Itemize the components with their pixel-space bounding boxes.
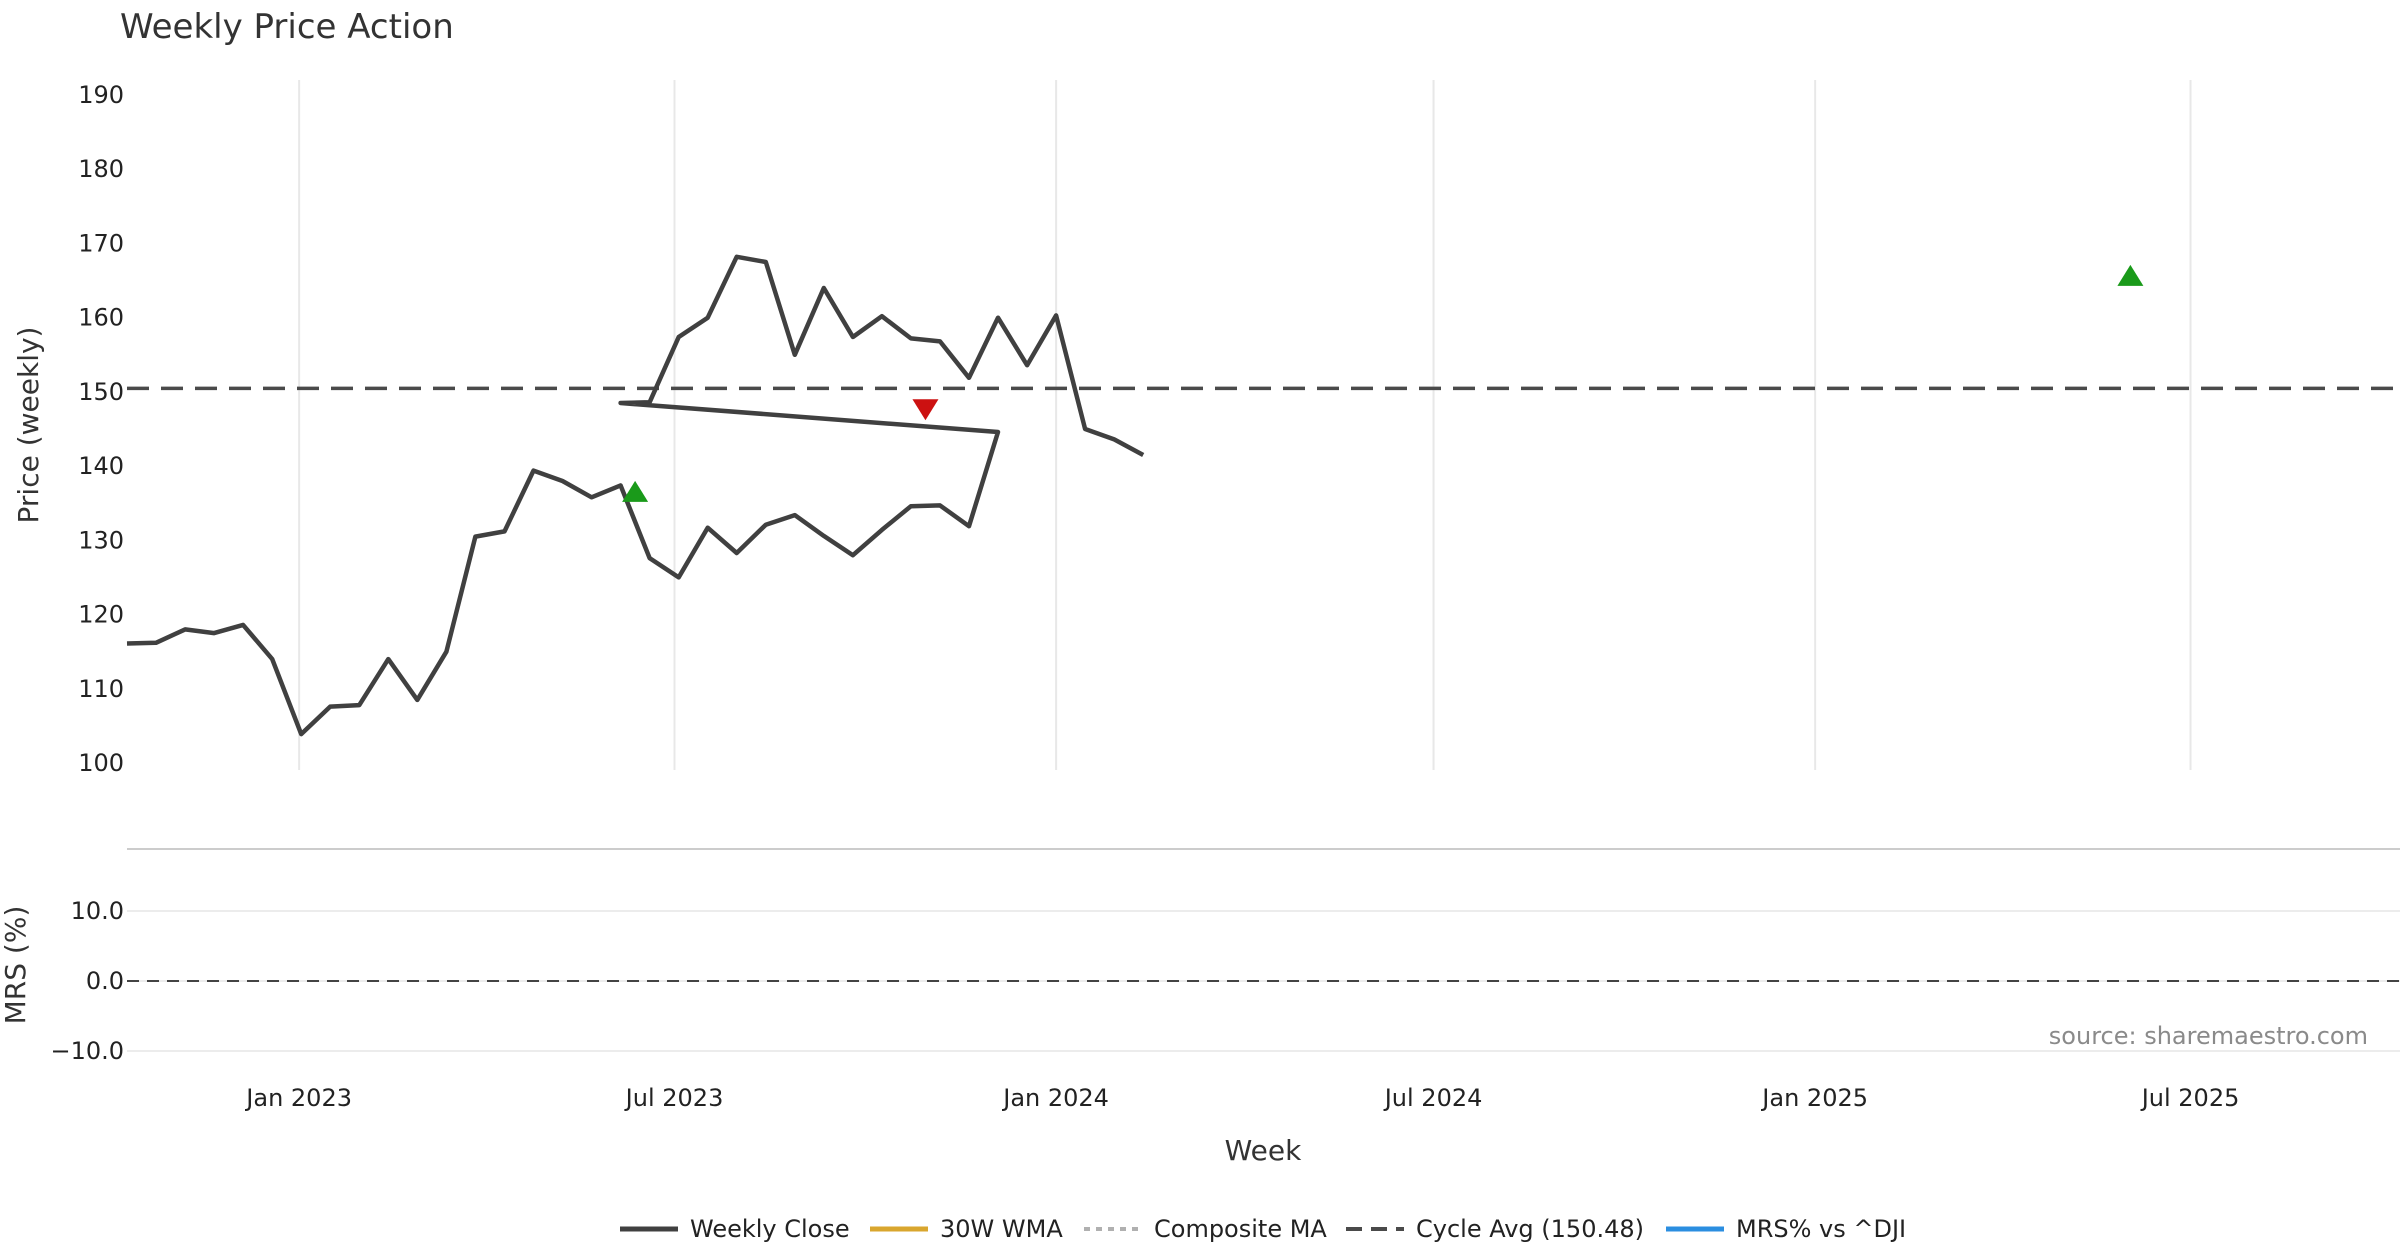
price-y-tick-label: 150	[78, 378, 124, 406]
price-y-tick-label: 180	[78, 155, 124, 183]
buy-signal-marker	[622, 480, 649, 502]
legend: Weekly Close 30W WMA Composite MA Cycle Avg…	[620, 1215, 1906, 1243]
x-tick-label: Jan 2023	[244, 1084, 352, 1112]
price-y-tick-label: 130	[78, 526, 124, 554]
mrs-y-ticks: −10.0 0.0 10.0	[50, 897, 124, 1065]
x-tick-label: Jul 2025	[2140, 1084, 2240, 1112]
x-tick-label: Jan 2025	[1760, 1084, 1868, 1112]
chart-title: Weekly Price Action	[120, 7, 454, 47]
price-y-tick-label: 170	[78, 229, 124, 257]
sell-signal-marker	[912, 399, 939, 421]
mrs-y-tick-label: −10.0	[50, 1037, 124, 1065]
price-y-tick-label: 110	[78, 675, 124, 703]
price-y-axis-label: Price (weekly)	[12, 327, 45, 524]
price-y-tick-label: 120	[78, 601, 124, 629]
legend-label: 30W WMA	[940, 1215, 1063, 1243]
buy-signal-marker	[2117, 264, 2144, 286]
signal-markers	[622, 264, 2144, 502]
price-y-tick-label: 140	[78, 452, 124, 480]
legend-label: Composite MA	[1154, 1215, 1327, 1243]
x-ticks: Jan 2023 Jul 2023 Jan 2024 Jul 2024 Jan 2025…	[244, 1084, 2239, 1112]
source-note: source: sharemaestro.com	[2049, 1022, 2368, 1050]
x-axis-label: Week	[1225, 1134, 1302, 1167]
price-y-tick-label: 160	[78, 304, 124, 332]
price-y-tick-label: 100	[78, 749, 124, 777]
legend-label: MRS% vs ^DJI	[1736, 1215, 1906, 1243]
price-y-ticks: 100 110 120 130 140 150 160 170 180 190	[78, 81, 124, 777]
price-y-tick-label: 190	[78, 81, 124, 109]
mrs-gridlines	[127, 910, 2400, 1052]
x-tick-label: Jul 2024	[1383, 1084, 1483, 1112]
legend-label: Cycle Avg (150.48)	[1416, 1215, 1644, 1243]
weekly-close-line	[126, 254, 1145, 737]
legend-label: Weekly Close	[690, 1215, 850, 1243]
mrs-y-tick-label: 10.0	[71, 897, 124, 925]
mrs-y-axis-label: MRS (%)	[0, 906, 32, 1025]
mrs-y-tick-label: 0.0	[86, 967, 124, 995]
x-tick-label: Jul 2023	[624, 1084, 724, 1112]
vertical-gridlines	[298, 80, 2192, 770]
x-tick-label: Jan 2024	[1001, 1084, 1109, 1112]
